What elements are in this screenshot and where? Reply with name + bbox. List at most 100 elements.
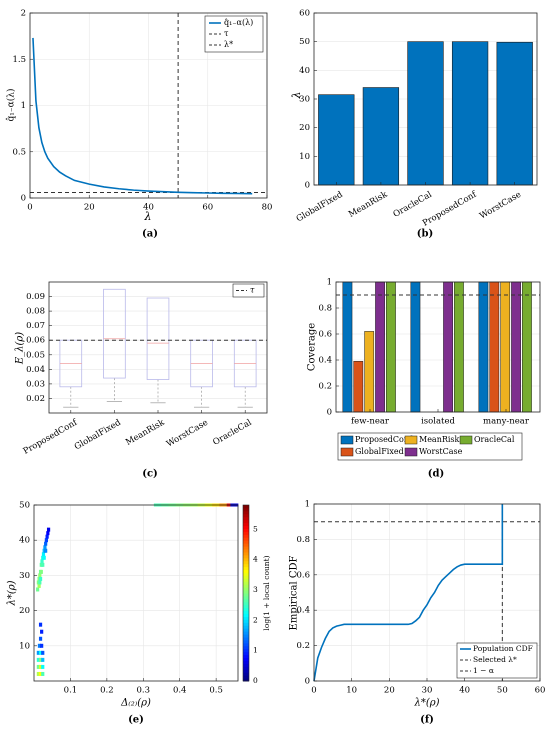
chart-d: few-near isolated many-near 0 0.2 0.4 0.6 0.8 1 C… — [307, 278, 541, 480]
x-tick-label: GlobalFixed — [73, 418, 123, 453]
heat-cell — [43, 545, 47, 550]
q-hat-curve — [32, 37, 253, 195]
y-tick-label: 0.4 — [296, 606, 310, 616]
legend-label: τ — [224, 29, 229, 38]
x-tick-label: many-near — [483, 417, 530, 427]
bar-ProposedConf — [342, 281, 353, 413]
bar-WorstCase — [511, 281, 521, 413]
box-GlobalFixed — [103, 288, 126, 402]
x-tick-label: 60 — [535, 686, 546, 696]
bar-MeanRisk — [364, 331, 375, 413]
heat-cell — [38, 657, 43, 662]
colorbar-segment — [243, 584, 249, 588]
panel-label: (a) — [142, 229, 158, 240]
y-tick-label: 0.6 — [318, 330, 332, 340]
x-tick-label: WorstCase — [165, 418, 210, 450]
colorbar-segment — [243, 645, 249, 650]
y-tick-label: 0.2 — [318, 382, 332, 392]
y-axis-label: λ*(ρ) — [7, 580, 18, 606]
heat-cell — [38, 576, 43, 581]
colorbar-segment — [243, 534, 249, 538]
y-tick-label: 0.2 — [296, 641, 310, 651]
heat-cell — [36, 587, 40, 592]
y-tick-label: 60 — [299, 9, 310, 19]
heat-cell — [40, 629, 44, 634]
x-tick-label: GlobalFixed — [295, 190, 345, 225]
axes-box — [48, 281, 268, 414]
x-tick-label: 0.5 — [209, 686, 223, 696]
colorbar-segment — [243, 557, 249, 562]
x-tick-label: WorstCase — [478, 190, 523, 222]
x-tick-label: isolated — [421, 417, 455, 427]
heat-cell — [39, 569, 43, 574]
heat-cell — [45, 534, 49, 539]
heat-cell — [41, 552, 46, 557]
colorbar-segment — [243, 628, 249, 632]
y-tick-label: 50 — [299, 37, 310, 47]
y-tick-label: 20 — [19, 606, 30, 616]
legend-box — [337, 432, 523, 461]
heat-cell — [41, 562, 45, 567]
colorbar-segment — [243, 578, 249, 582]
plot-area — [34, 505, 238, 681]
colorbar-tick-label: 3 — [253, 585, 258, 594]
x-tick-label: 0.4 — [173, 686, 187, 696]
y-tick-label: 50 — [19, 501, 30, 511]
legend: τ — [232, 283, 265, 298]
colorbar-segment — [243, 549, 249, 553]
chart-a: 00.511.520 20 40 60 80λq̂₁₋α(λ)q̂₁₋α(λ)τλ*(a… — [6, 9, 273, 240]
y-axis-label: E_λ(ρ) — [15, 332, 26, 365]
colorbar-segment — [243, 546, 249, 550]
y-tick-label: 0.4 — [318, 356, 332, 366]
y-tick-label: 0.02 — [26, 394, 45, 404]
heat-cell — [36, 650, 40, 655]
legend-label: GlobalFixed — [355, 447, 404, 456]
y-tick-label: 0.04 — [26, 365, 45, 375]
y-tick-label: 0 — [327, 408, 332, 418]
y-tick-label: 10 — [299, 152, 310, 162]
heat-cell — [38, 580, 42, 585]
x-tick-label: 10 — [346, 686, 357, 696]
colorbar-segment — [243, 513, 249, 518]
colorbar-segment — [243, 669, 249, 673]
colorbar-tick-label: 0 — [253, 676, 258, 685]
heat-cell — [42, 555, 46, 560]
x-tick-label: 0.3 — [137, 686, 151, 696]
colorbar-segment — [243, 525, 249, 529]
heat-cell — [36, 664, 40, 669]
bar-OracleCal — [386, 281, 396, 413]
colorbar-segment — [243, 678, 249, 682]
y-tick-label: 0.09 — [26, 292, 45, 302]
x-tick-label: ProposedConf — [22, 417, 80, 456]
colorbar-segment — [243, 601, 249, 606]
bar — [362, 87, 400, 186]
legend-box — [232, 283, 265, 298]
y-tick-label: 1 — [21, 101, 26, 111]
bar-MeanRisk — [500, 281, 511, 413]
colorbar-segment — [243, 540, 249, 544]
y-axis-label: Coverage — [307, 323, 318, 371]
heat-cell — [40, 643, 44, 648]
x-tick-label: MeanRisk — [347, 189, 390, 220]
colorbar-segment — [243, 569, 249, 573]
y-tick-label: 10 — [19, 641, 30, 651]
colorbar-segment — [243, 572, 249, 576]
iqr-box — [146, 297, 170, 380]
y-tick-label: 0 — [305, 677, 310, 687]
x-tick-label: 60 — [202, 203, 213, 213]
bar-WorstCase — [443, 281, 453, 413]
x-tick-label: 20 — [84, 203, 95, 213]
x-tick-label: OracleCal — [211, 418, 253, 448]
bar-WorstCase — [375, 281, 385, 413]
colorbar-segment — [243, 663, 249, 667]
colorbar-label: log(1 + local count) — [262, 555, 271, 630]
y-tick-label: 0.5 — [12, 147, 26, 157]
y-tick-label: 0.08 — [26, 307, 45, 317]
legend-swatch — [404, 447, 418, 457]
heat-cell — [44, 548, 48, 553]
heat-cell — [38, 573, 42, 578]
y-tick-label: 30 — [19, 571, 30, 581]
colorbar-segment — [243, 581, 249, 585]
x-tick-label: 40 — [143, 203, 154, 213]
